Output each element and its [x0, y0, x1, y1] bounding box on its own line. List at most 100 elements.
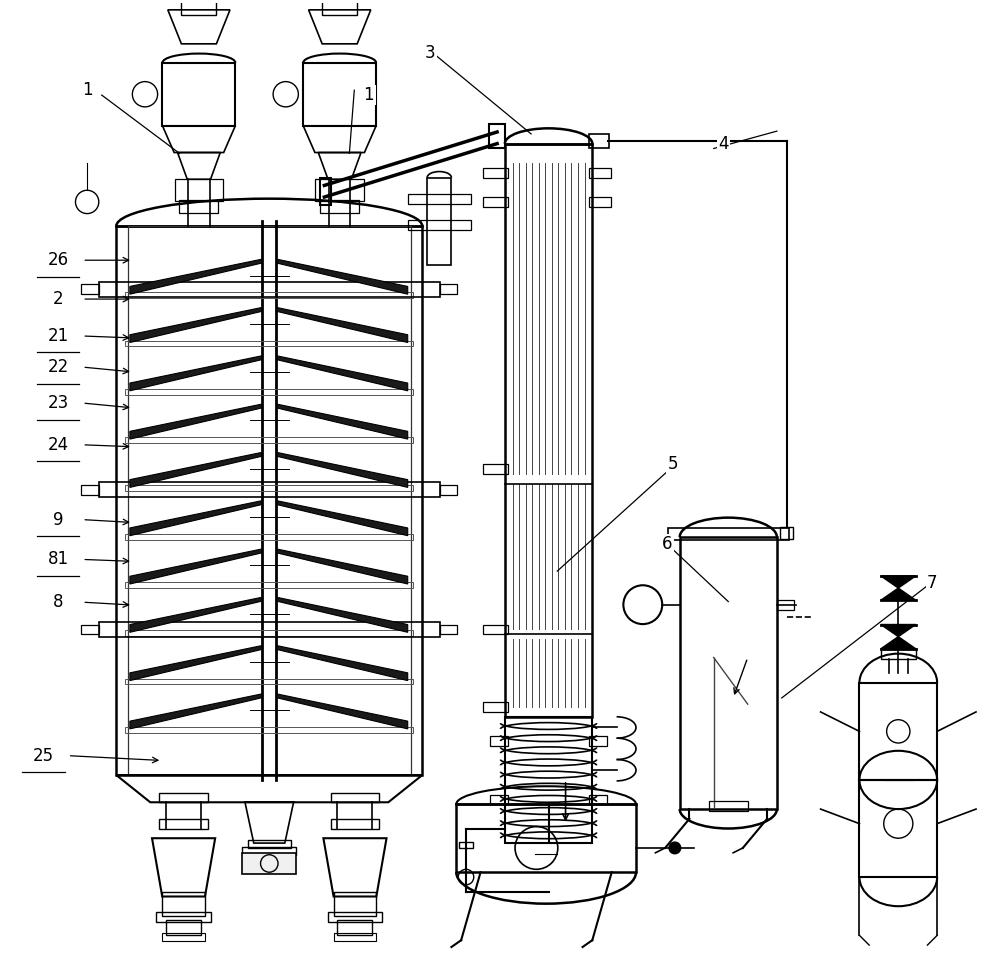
Text: 5: 5 [668, 455, 678, 473]
Bar [331, 792, 379, 802]
Polygon shape [881, 575, 916, 588]
Bar [483, 464, 508, 474]
Bar [125, 437, 413, 443]
Bar [162, 63, 235, 126]
Bar [179, 199, 218, 213]
Bar [589, 197, 611, 207]
Bar [780, 528, 793, 539]
Bar [337, 919, 372, 935]
Bar [159, 819, 208, 828]
Bar [242, 853, 296, 874]
Text: 1: 1 [82, 81, 92, 100]
Bar [303, 63, 376, 126]
Polygon shape [277, 501, 408, 535]
Bar [709, 801, 748, 811]
Bar [81, 624, 99, 634]
Text: 25: 25 [33, 746, 54, 765]
Bar [489, 124, 505, 149]
Text: 1: 1 [364, 86, 374, 105]
Bar [99, 281, 440, 297]
Bar [777, 600, 794, 610]
Polygon shape [130, 356, 262, 391]
Polygon shape [277, 404, 408, 439]
Polygon shape [277, 308, 408, 343]
Bar [116, 227, 422, 775]
Bar [859, 780, 937, 877]
Text: 2: 2 [53, 290, 63, 308]
Bar [125, 341, 413, 347]
Bar [322, 0, 357, 15]
Bar [125, 727, 413, 733]
Polygon shape [130, 694, 262, 729]
Polygon shape [130, 646, 262, 681]
Text: 24: 24 [47, 436, 69, 453]
Polygon shape [130, 549, 262, 584]
Bar [456, 804, 636, 872]
Bar [99, 482, 440, 497]
Bar [331, 819, 379, 828]
Text: 3: 3 [425, 44, 435, 63]
Bar [125, 630, 413, 636]
Bar [490, 737, 508, 745]
Text: 7: 7 [927, 573, 938, 592]
Bar [125, 533, 413, 539]
Polygon shape [130, 597, 262, 632]
Bar [483, 168, 508, 178]
Text: 23: 23 [47, 394, 69, 412]
Bar [125, 679, 413, 685]
Bar [589, 794, 607, 804]
Bar [505, 717, 592, 843]
Bar [328, 913, 382, 921]
Text: 22: 22 [47, 358, 69, 376]
Text: 21: 21 [47, 327, 69, 345]
Bar [320, 178, 331, 205]
Polygon shape [277, 694, 408, 729]
Text: 81: 81 [47, 550, 69, 569]
Polygon shape [130, 308, 262, 343]
Bar [334, 892, 376, 915]
Bar [166, 919, 201, 935]
Bar [505, 144, 592, 717]
Bar [440, 485, 457, 494]
Bar [408, 221, 471, 231]
Bar [181, 0, 216, 15]
Polygon shape [277, 549, 408, 584]
Text: 6: 6 [662, 534, 672, 553]
Bar [589, 737, 607, 745]
Bar [589, 134, 609, 148]
Bar [156, 913, 211, 921]
Bar [334, 933, 376, 941]
Bar [81, 485, 99, 494]
Bar [81, 284, 99, 294]
Polygon shape [277, 597, 408, 632]
Polygon shape [277, 452, 408, 488]
Bar [125, 292, 413, 298]
Bar [159, 792, 208, 802]
Bar [859, 683, 937, 780]
Bar [440, 624, 457, 634]
Polygon shape [277, 259, 408, 294]
Text: 26: 26 [47, 251, 69, 270]
Bar [248, 840, 291, 848]
Bar [242, 847, 296, 855]
Bar [175, 179, 223, 200]
Bar [128, 227, 411, 775]
Text: 4: 4 [718, 135, 729, 152]
Polygon shape [881, 624, 916, 637]
Bar [589, 168, 611, 178]
Bar [483, 624, 508, 634]
Bar [483, 197, 508, 207]
Bar [162, 892, 205, 915]
Text: 8: 8 [53, 593, 63, 612]
Bar [483, 702, 508, 712]
Polygon shape [277, 356, 408, 391]
Bar [427, 178, 451, 265]
Text: 9: 9 [53, 511, 63, 529]
Polygon shape [277, 646, 408, 681]
Bar [99, 621, 440, 637]
Polygon shape [881, 637, 916, 649]
Bar [668, 529, 789, 540]
Polygon shape [130, 404, 262, 439]
Bar [459, 842, 473, 848]
Polygon shape [881, 588, 916, 600]
